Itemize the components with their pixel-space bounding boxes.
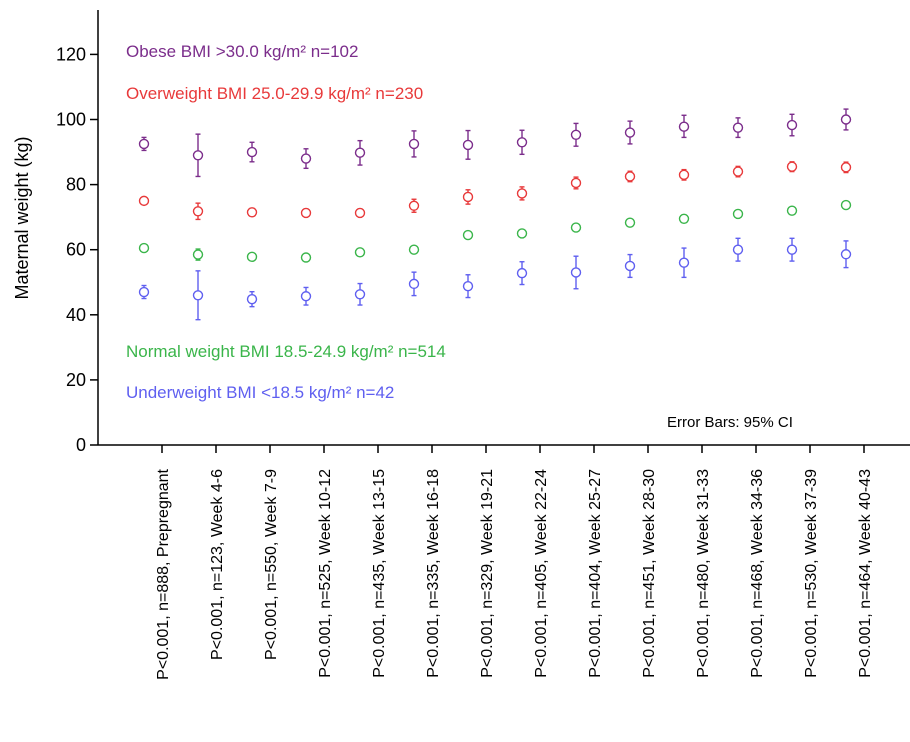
data-point <box>786 205 798 216</box>
x-category-label: P<0.001, n=123, Week 4-6 <box>209 469 226 660</box>
data-point <box>138 286 150 298</box>
data-point <box>408 244 420 255</box>
data-point <box>246 207 258 218</box>
y-tick-label: 60 <box>66 240 86 260</box>
legend-entry: Underweight BMI <18.5 kg/m² n=42 <box>126 383 394 402</box>
series-group <box>138 237 852 321</box>
x-category-label: P<0.001, n=888, Prepregnant <box>155 468 172 679</box>
series-group <box>138 108 852 178</box>
data-point <box>462 280 474 292</box>
data-point <box>354 207 366 219</box>
data-point <box>570 177 582 189</box>
data-point <box>624 260 636 272</box>
data-marks <box>138 108 852 321</box>
data-point <box>408 200 420 211</box>
legend-entry: Obese BMI >30.0 kg/m² n=102 <box>126 42 358 61</box>
data-point <box>246 251 258 263</box>
y-tick-label: 80 <box>66 175 86 195</box>
data-point <box>354 289 366 300</box>
x-category-label: P<0.001, n=405, Week 22-24 <box>533 469 550 678</box>
data-point <box>300 207 312 219</box>
x-category-label: P<0.001, n=404, Week 25-27 <box>587 469 604 678</box>
x-category-label: P<0.001, n=530, Week 37-39 <box>803 469 820 678</box>
data-point <box>192 150 204 161</box>
series-group <box>138 199 852 263</box>
x-category-label: P<0.001, n=451, Week 28-30 <box>641 469 658 678</box>
data-point <box>516 267 528 279</box>
data-point <box>678 213 690 224</box>
data-point <box>840 249 852 260</box>
legend: Obese BMI >30.0 kg/m² n=102 Overweight BM… <box>126 42 446 402</box>
data-point <box>678 257 690 268</box>
data-point <box>786 244 798 255</box>
data-point <box>570 129 582 140</box>
axes: Maternal weight (kg) <box>12 10 910 446</box>
data-point <box>138 138 150 150</box>
data-point <box>840 162 852 173</box>
data-point <box>516 228 528 239</box>
data-point <box>678 169 690 181</box>
data-point <box>786 119 798 131</box>
data-point <box>732 122 744 133</box>
data-point <box>192 206 204 217</box>
series-group <box>138 161 852 221</box>
data-point <box>462 139 474 151</box>
data-point <box>786 161 798 172</box>
data-point <box>624 171 636 182</box>
data-point <box>462 191 474 203</box>
y-tick-label: 0 <box>76 435 86 455</box>
data-point <box>246 293 258 305</box>
data-point <box>570 222 582 233</box>
y-axis-title: Maternal weight (kg) <box>12 136 32 299</box>
data-point <box>732 208 744 220</box>
data-point <box>408 278 420 290</box>
data-point <box>840 114 852 125</box>
x-category-label: P<0.001, n=550, Week 7-9 <box>263 469 280 660</box>
data-point <box>300 153 312 164</box>
y-tick-label: 120 <box>56 44 86 64</box>
error-bars-note: Error Bars: 95% CI <box>667 414 793 431</box>
x-category-label: P<0.001, n=435, Week 13-15 <box>371 469 388 678</box>
data-point <box>570 267 582 278</box>
x-category-label: P<0.001, n=335, Week 16-18 <box>425 469 442 678</box>
data-point <box>354 247 366 258</box>
data-point <box>624 127 636 138</box>
data-point <box>462 229 474 241</box>
y-tick-label: 100 <box>56 110 86 130</box>
data-point <box>408 138 420 150</box>
data-point <box>354 147 366 158</box>
legend-entry: Normal weight BMI 18.5-24.9 kg/m² n=514 <box>126 342 446 361</box>
legend-entry: Overweight BMI 25.0-29.9 kg/m² n=230 <box>126 84 423 103</box>
data-point <box>138 242 150 254</box>
x-category-label: P<0.001, n=468, Week 34-36 <box>749 469 766 678</box>
y-ticks: 0 20 40 60 80 100 120 <box>56 44 98 455</box>
data-point <box>300 291 312 302</box>
data-point <box>246 146 258 158</box>
data-point <box>678 121 690 132</box>
data-point <box>300 252 312 263</box>
x-category-labels: P<0.001, n=888, Prepregnant P<0.001, n=12… <box>155 445 874 680</box>
data-point <box>732 166 744 177</box>
x-category-label: P<0.001, n=525, Week 10-12 <box>317 469 334 678</box>
x-category-label: P<0.001, n=480, Week 31-33 <box>695 469 712 678</box>
data-point <box>192 249 204 260</box>
data-point <box>624 217 636 228</box>
data-point <box>192 290 204 301</box>
data-point <box>138 195 150 207</box>
x-category-label: P<0.001, n=464, Week 40-43 <box>857 469 874 678</box>
x-category-label: P<0.001, n=329, Week 19-21 <box>479 469 496 678</box>
data-point <box>516 137 528 148</box>
y-tick-label: 20 <box>66 370 86 390</box>
data-point <box>516 188 528 199</box>
y-tick-label: 40 <box>66 305 86 325</box>
data-point <box>840 199 852 211</box>
data-point <box>732 244 744 255</box>
